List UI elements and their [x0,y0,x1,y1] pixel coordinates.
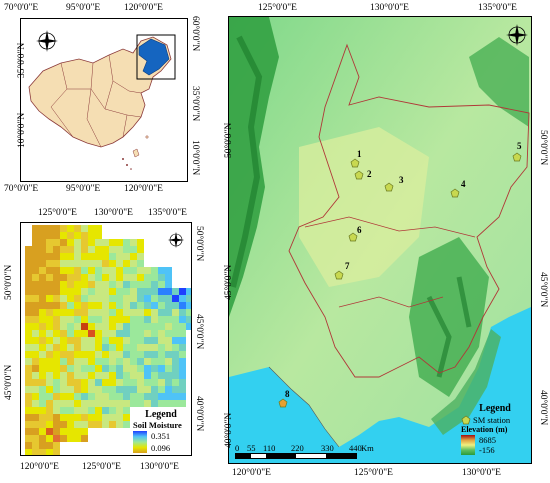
soil-legend-min: 0.096 [151,443,171,453]
songnen-plain [299,127,429,287]
scale-tick-5: 440 [349,443,362,453]
station-marker-2 [354,170,364,180]
china-compass-icon [35,29,59,58]
elevation-legend: Legend SM station Elevation (m) 8685 -15… [461,403,529,455]
station-label-8: 8 [285,389,290,399]
soil-bottom-lon-1: 120°0'0"E [20,462,59,472]
station-marker-7 [334,270,344,280]
soil-top-lon-1: 125°0'0"E [38,208,77,218]
soil-compass-icon [167,231,185,254]
station-marker-1 [350,158,360,168]
station-label-5: 5 [517,141,522,151]
china-right-lat-3: 10°0'0"N [190,140,200,176]
china-bottom-lon-1: 70°0'0"E [4,184,39,194]
elev-top-lon-1: 125°0'0"E [258,3,297,13]
soil-legend-title: Legend [145,409,177,420]
china-top-lon-1: 70°0'0"E [4,3,39,13]
station-label-4: 4 [461,179,466,189]
scale-bar-graphic [235,453,357,459]
scale-tick-2: 110 [263,443,276,453]
elev-right-lat-2: 45°0'0"N [538,272,548,308]
soil-top-lon-2: 130°0'0"E [94,208,133,218]
china-left-lat-1: 35°0'0"N [17,42,27,78]
scale-tick-1: 55 [247,443,256,453]
elevation-legend-label: Elevation (m) [461,425,508,434]
soil-top-lon-3: 135°0'0"E [148,208,187,218]
elev-right-lat-1: 50°0'0"N [538,130,548,166]
station-label-6: 6 [357,225,362,235]
elev-top-lon-2: 130°0'0"E [370,3,409,13]
china-left-lat-2: 10°0'0"N [17,112,27,148]
station-label-7: 7 [345,261,350,271]
elev-bottom-lon-2: 125°0'0"E [354,468,393,478]
elev-legend-max: 8685 [479,435,496,445]
station-marker-4 [450,188,460,198]
soil-legend: Legend Soil Moisture 0.351 0.096 [133,409,189,453]
station-marker-5 [512,152,522,162]
china-top-lon-2: 95°0'0"E [66,3,101,13]
elevation-map-graphic: 12 3 4 5 6 7 8 [229,17,531,463]
elev-legend-min: -156 [479,445,495,455]
station-label-3: 3 [399,175,404,185]
scale-tick-3: 220 [291,443,304,453]
china-right-lat-2: 35°0'0"N [190,86,200,122]
changbai-mountains [409,237,489,397]
station-label-2: 2 [367,169,372,179]
soil-right-lat-1: 50°0'0"N [194,226,204,262]
elev-legend-title: Legend [479,403,511,414]
soil-bottom-lon-2: 125°0'0"E [82,462,121,472]
soil-left-lat-1: 50°0'0"N [4,264,14,300]
elev-top-lon-3: 135°0'0"E [478,3,517,13]
china-right-lat-1: 60°0'0"N [190,16,200,52]
station-marker-3 [384,182,394,192]
soil-legend-max: 0.351 [151,431,171,441]
china-landmass [28,36,172,148]
soil-moisture-grid [25,225,191,455]
sm-stations: 12 3 4 5 6 7 8 [278,141,522,408]
soil-left-lat-2: 45°0'0"N [4,364,14,400]
soil-legend-colorbar [133,431,147,453]
china-bottom-lon-2: 95°0'0"E [66,184,101,194]
elev-right-lat-3: 40°0'0"N [538,390,548,426]
elevation-colorbar [461,435,475,455]
station-label-1: 1 [357,149,362,159]
scale-bar: 0 55 110 220 330 440 Km [235,443,385,459]
elev-left-lat-3: 40°0'0"N [224,412,234,448]
station-marker-8 [278,398,288,408]
elev-left-lat-1: 50°0'0"N [224,122,234,158]
station-marker-6 [348,232,358,242]
scale-unit: Km [361,443,374,453]
northeast-china-highlight [138,38,170,76]
china-map-frame [20,18,188,182]
elev-bottom-lon-3: 130°0'0"E [462,468,501,478]
station-legend-icon [461,415,471,425]
elevation-compass-icon [505,23,529,52]
study-area-boundary [288,43,530,378]
china-top-lon-3: 120°0'0"E [124,3,163,13]
soil-map-frame: Legend Soil Moisture 0.351 0.096 [20,222,192,456]
station-legend-label: SM station [473,415,511,425]
elev-left-lat-2: 45°0'0"N [224,264,234,300]
soil-right-lat-2: 45°0'0"N [194,314,204,350]
china-map-graphic [28,34,176,170]
china-bottom-lon-3: 120°0'0"E [124,184,163,194]
soil-legend-subtitle: Soil Moisture [133,420,182,430]
soil-right-lat-3: 40°0'0"N [194,396,204,432]
soil-bottom-lon-3: 130°0'0"E [140,462,179,472]
elev-bottom-lon-1: 120°0'0"E [232,468,271,478]
scale-tick-4: 330 [321,443,334,453]
scale-tick-0: 0 [235,443,240,453]
